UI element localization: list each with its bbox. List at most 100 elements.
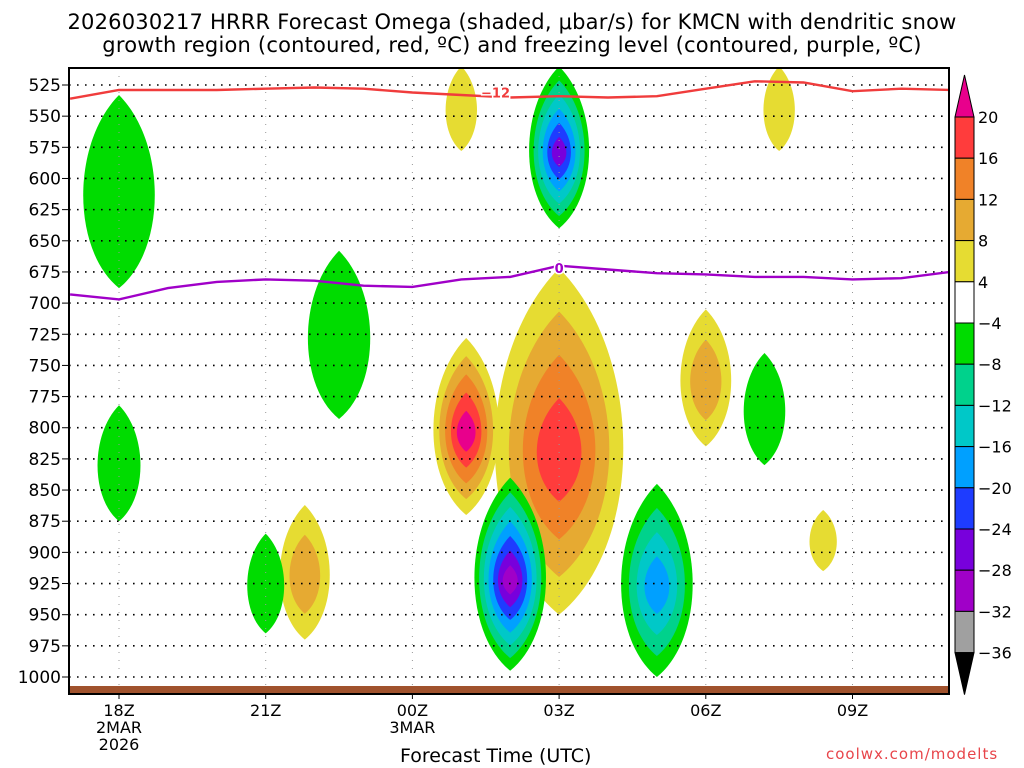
omega-shading	[83, 68, 837, 677]
y-tick-label: 525	[29, 76, 61, 96]
isotherm-contours: −12 0	[69, 80, 949, 301]
omega-contour-band	[289, 534, 321, 614]
omega-contour-band	[445, 68, 477, 152]
colorbar-bin	[954, 240, 975, 283]
omega-lobe-green-lobe-18Z-mid	[97, 405, 141, 522]
y-tick-label: 1000	[18, 668, 61, 688]
y-tick-label: 775	[29, 388, 61, 408]
x-tick-label: 21Z	[250, 701, 281, 720]
y-tick-label: 550	[29, 107, 61, 127]
colorbar-bin	[954, 404, 975, 448]
colorbar-tick-label: −4	[978, 314, 1002, 333]
colorbar-bin	[954, 363, 975, 406]
omega-lobe-yellow-lobe-08Z-low	[809, 509, 837, 572]
y-tick-label: 675	[29, 263, 61, 283]
freezing-level-line	[69, 264, 949, 301]
omega-lobe-green-lobe-07Z-mid	[743, 352, 786, 466]
x-tick-label: 00Z	[397, 701, 428, 720]
dgz-isotherm-line	[69, 80, 949, 100]
colorbar-tick-label: −12	[978, 396, 1012, 415]
omega-contour-band	[690, 339, 722, 421]
y-tick-label: 725	[29, 325, 61, 345]
y-tick-label: 700	[29, 294, 61, 314]
colorbar-bin	[954, 569, 975, 612]
colorbar-tick-label: −24	[978, 520, 1012, 539]
omega-lobe-yellow-lobe-07Z-upper	[763, 68, 795, 152]
contour-label: 0	[555, 262, 564, 277]
x-tick-label: 06Z	[690, 701, 721, 720]
omega-lobe-yellow-sliver-0030Z-upper	[445, 68, 477, 152]
omega-contour-band	[644, 556, 670, 615]
omega-contour-band	[83, 94, 155, 289]
colorbar-tick-label: 4	[978, 273, 988, 292]
colorbar-tick-label: −16	[978, 438, 1012, 457]
y-tick-label: 750	[29, 356, 61, 376]
omega-contour-band	[456, 410, 476, 452]
colorbar: 20 16 12 8 4 −4 −8 −12 −16 −20 −24 −28 −32 −36	[954, 74, 1012, 695]
colorbar-tick-label: 20	[978, 108, 998, 127]
omega-lobe-yellow-lobe-06Z-mid	[680, 309, 732, 447]
y-tick-label: 875	[29, 512, 61, 532]
y-tick-label: 900	[29, 543, 61, 563]
colorbar-tick-label: −28	[978, 561, 1012, 580]
omega-lobe-yellow-lobe-18Z-upper	[83, 94, 155, 289]
omega-lobe-orange-lobe-2130Z-low	[279, 505, 330, 640]
omega-contour-band	[743, 352, 786, 466]
x-tick-label: 2MAR	[96, 718, 142, 737]
colorbar-bin	[954, 528, 975, 571]
x-tick-label: 03Z	[543, 701, 574, 720]
colorbar-tick-label: −36	[978, 644, 1012, 663]
plot-frame	[68, 67, 950, 695]
y-tick-label: 825	[29, 450, 61, 470]
colorbar-tick-label: 8	[978, 232, 988, 251]
x-tick-label: 18Z	[103, 701, 134, 720]
grid-lines	[69, 68, 949, 694]
colorbar-tick-label: −32	[978, 602, 1012, 621]
contour-label: −12	[481, 86, 510, 101]
colorbar-min-arrow	[954, 652, 975, 695]
omega-contour-band	[809, 509, 837, 572]
y-tick-label: 575	[29, 138, 61, 158]
omega-lobe-subsidence-03Z-upper	[529, 68, 589, 229]
ground-terrain	[69, 686, 949, 694]
omega-contour-band	[307, 250, 371, 420]
omega-lobe-green-region-05Z-low	[621, 483, 693, 677]
omega-lobe-upward-max-01Z	[433, 338, 499, 515]
omega-contour-band	[536, 398, 582, 502]
colorbar-bin	[954, 610, 975, 654]
y-tick-label: 925	[29, 575, 61, 595]
colorbar-bin	[954, 116, 975, 159]
omega-lobe-subsidence-02Z-low	[474, 477, 546, 671]
colorbar-bin	[954, 487, 975, 530]
colorbar-bin	[954, 446, 975, 489]
y-tick-label: 950	[29, 606, 61, 626]
x-tick-label: 2026	[99, 735, 140, 754]
x-tick-label: 09Z	[837, 701, 868, 720]
y-tick-label: 850	[29, 481, 61, 501]
y-tick-label: 650	[29, 232, 61, 252]
colorbar-bin	[954, 322, 975, 365]
y-tick-label: 625	[29, 201, 61, 221]
x-axis-label: Forecast Time (UTC)	[400, 745, 592, 767]
omega-contour-band	[247, 533, 285, 634]
y-tick-label: 600	[29, 169, 61, 189]
y-axis: 525 550 575 600 625 650 675 700 725 750 775 800 825 8…	[18, 76, 69, 688]
colorbar-tick-label: −8	[978, 355, 1002, 374]
omega-contour-band	[502, 565, 518, 595]
omega-lobe-green-lobe-2230Z	[307, 250, 371, 420]
colorbar-bin	[954, 198, 975, 242]
colorbar-bin	[954, 157, 975, 200]
chart-title-line1: 2026030217 HRRR Forecast Omega (shaded, …	[67, 10, 957, 34]
y-tick-label: 975	[29, 637, 61, 657]
colorbar-max-arrow	[954, 74, 975, 118]
colorbar-tick-label: 12	[978, 190, 998, 209]
x-tick-label: 3MAR	[389, 718, 435, 737]
colorbar-tick-label: −20	[978, 479, 1012, 498]
colorbar-tick-label: 16	[978, 149, 998, 168]
omega-contour-band	[97, 405, 141, 522]
chart-title-line2: growth region (contoured, red, ºC) and f…	[102, 33, 922, 57]
colorbar-bin	[954, 281, 975, 324]
credit-link[interactable]: coolwx.com/modelts	[826, 745, 999, 763]
